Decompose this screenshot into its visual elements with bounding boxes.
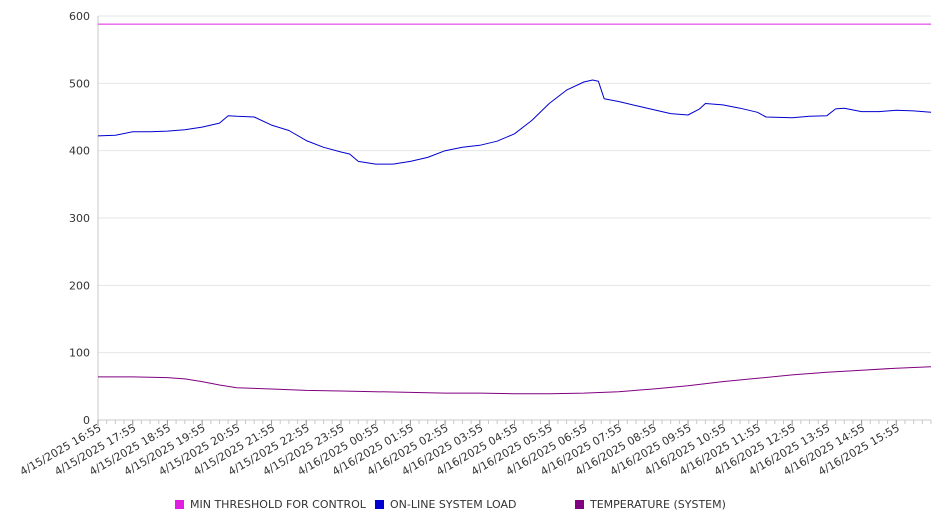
- y-tick-label: 500: [69, 77, 90, 90]
- y-tick-label: 0: [83, 414, 90, 427]
- legend-label: TEMPERATURE (SYSTEM): [590, 498, 726, 511]
- x-axis: 4/15/2025 16:554/15/2025 17:554/15/2025 …: [18, 419, 932, 478]
- legend-swatch: [575, 500, 584, 509]
- series-line-system-load: [97, 79, 932, 165]
- legend-label: ON-LINE SYSTEM LOAD: [390, 498, 517, 511]
- y-tick-label: 100: [69, 347, 90, 360]
- series-line-temperature: [98, 366, 932, 395]
- y-tick-label: 200: [69, 279, 90, 292]
- gridlines: [98, 15, 931, 354]
- legend-swatch: [175, 500, 184, 509]
- y-axis: 0 100 200 300 400 500 600: [69, 10, 99, 427]
- y-tick-label: 600: [69, 10, 90, 23]
- legend-item-system-load[interactable]: ON-LINE SYSTEM LOAD: [375, 498, 516, 511]
- legend-label: MIN THRESHOLD FOR CONTROL: [190, 498, 366, 511]
- y-tick-label: 300: [69, 212, 90, 225]
- legend-item-min-threshold[interactable]: MIN THRESHOLD FOR CONTROL: [175, 498, 366, 511]
- series-lines: [97, 23, 932, 395]
- legend-item-temperature[interactable]: TEMPERATURE (SYSTEM): [575, 498, 726, 511]
- legend-swatch: [375, 500, 384, 509]
- y-tick-label: 400: [69, 145, 90, 158]
- legend: MIN THRESHOLD FOR CONTROL ON-LINE SYSTEM…: [0, 498, 946, 514]
